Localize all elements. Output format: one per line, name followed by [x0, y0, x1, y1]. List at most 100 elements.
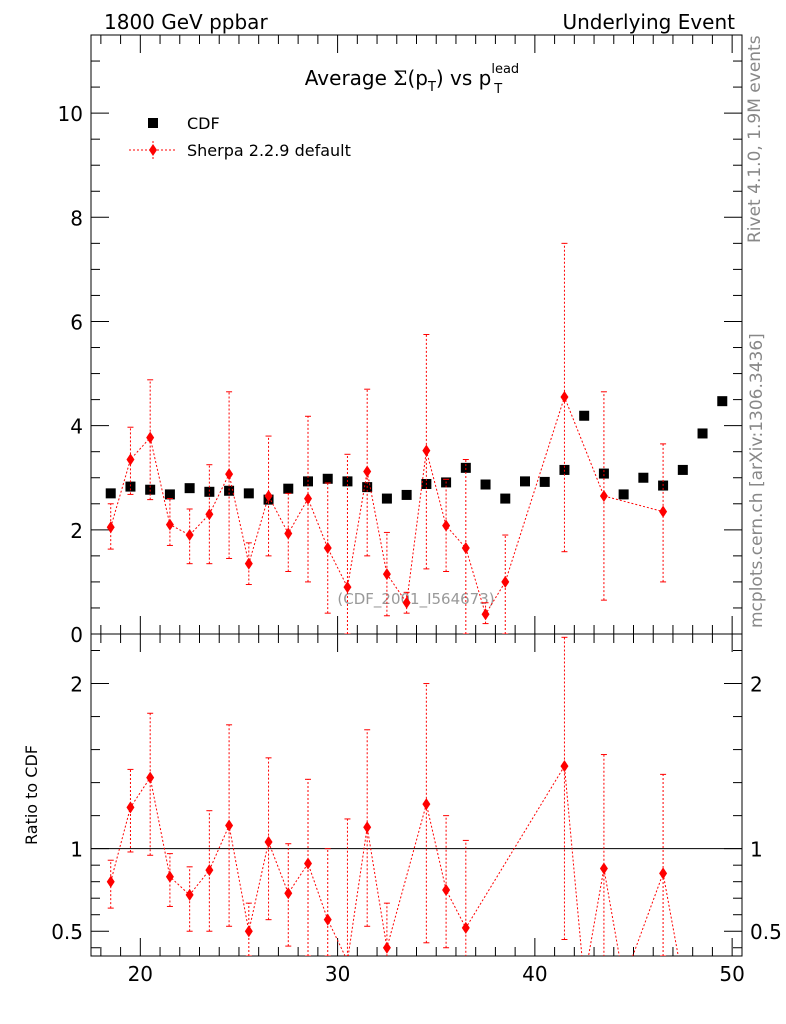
cdf-data-point [579, 410, 590, 421]
sherpa-point [402, 596, 411, 609]
ratio-point [126, 801, 135, 814]
ratio-point [442, 883, 451, 896]
ratio-point [185, 888, 194, 901]
ratio-y-ticks: 0.5 0.5 1 1 2 2 [51, 650, 782, 949]
ratio-tick-label-right: 0.5 [750, 920, 782, 944]
y-tick-label: 8 [70, 206, 83, 230]
sherpa-point [363, 465, 372, 478]
ratio-point [205, 864, 214, 877]
cdf-data-point [125, 481, 136, 492]
ratio-tick-label-right: 1 [750, 838, 763, 862]
sherpa-point [304, 492, 312, 505]
y-tick-label: 2 [70, 519, 83, 543]
ratio-point [580, 975, 588, 987]
x-tick-label: 30 [325, 962, 350, 986]
sherpa-point [146, 431, 155, 444]
ratio-point [165, 870, 174, 883]
cdf-data-point [697, 428, 708, 439]
main-plot-area [105, 242, 728, 634]
ratio-point [363, 821, 372, 834]
rivet-version-label: Rivet 4.1.0, 1.9M events [745, 35, 765, 243]
x-tick-label: 20 [128, 962, 153, 986]
cdf-data-point [204, 486, 215, 497]
sherpa-point [244, 557, 253, 570]
ratio-line [110, 764, 679, 956]
sherpa-point [442, 519, 451, 532]
cdf-data-point [164, 489, 175, 500]
sherpa-point [659, 505, 668, 518]
sherpa-point [284, 527, 293, 540]
sherpa-point [205, 508, 214, 521]
ratio-point [225, 819, 234, 832]
cdf-data-point [105, 488, 116, 499]
ratio-point [679, 975, 687, 987]
sherpa-point [501, 575, 510, 588]
ratio-tick-label: 1 [70, 838, 83, 862]
cdf-data-point [184, 483, 195, 494]
ratio-point [146, 771, 155, 784]
x-tick-label: 40 [522, 962, 547, 986]
cdf-data-point [598, 468, 609, 479]
main-y-ticks: 0 2 4 6 8 10 [58, 60, 742, 647]
sherpa-point [422, 444, 431, 457]
ratio-tick-label-right: 2 [750, 673, 763, 697]
ratio-point [284, 887, 293, 900]
sherpa-point [560, 391, 569, 404]
analysis-watermark: (CDF_2001_I564673) [337, 590, 494, 609]
ratio-point [560, 760, 569, 773]
sherpa-point [382, 568, 391, 581]
sherpa-point [225, 468, 234, 481]
ratio-point [620, 975, 628, 987]
sherpa-point [185, 529, 194, 542]
ratio-y-label: Ratio to CDF [22, 745, 41, 845]
legend-mc-marker [149, 144, 157, 156]
x-tick-label: 50 [719, 962, 744, 986]
ratio-tick-label: 0.5 [51, 920, 83, 944]
sherpa-point [323, 542, 332, 555]
ratio-point [599, 862, 608, 875]
cdf-data-point [677, 464, 688, 475]
ratio-plot-area [106, 636, 687, 987]
ratio-point [304, 857, 312, 870]
ratio-tick-label: 2 [70, 673, 83, 697]
ratio-point [659, 867, 668, 880]
y-tick-label: 4 [70, 415, 83, 439]
sherpa-point [126, 453, 135, 466]
ratio-point [244, 925, 253, 938]
sherpa-point [264, 489, 273, 502]
cdf-data-point [283, 483, 294, 494]
cdf-data-point [638, 472, 649, 483]
legend-mc-label: Sherpa 2.2.9 default [187, 141, 351, 160]
ratio-point [346, 954, 349, 956]
sherpa-point [165, 518, 174, 531]
ratio-point [422, 798, 431, 811]
ratio-point [323, 913, 332, 926]
sherpa-point [343, 581, 352, 594]
header-left: 1800 GeV ppbar [104, 10, 268, 34]
cdf-data-point [539, 476, 550, 487]
mcplots-source-label: mcplots.cern.ch [arXiv:1306.3436] [747, 333, 767, 628]
sherpa-line [110, 395, 664, 616]
header-right: Underlying Event [562, 10, 735, 34]
cdf-data-point [717, 396, 728, 407]
cdf-data-point [224, 485, 235, 496]
cdf-data-point [480, 479, 491, 490]
y-tick-label: 0 [70, 623, 83, 647]
sherpa-point [481, 608, 490, 621]
cdf-data-point [401, 489, 412, 500]
x-ticks: 20 30 40 50 [100, 35, 745, 986]
chart-title: Average Σ(pT) vs plead T [305, 62, 519, 97]
ratio-point [106, 875, 115, 888]
cdf-data-point [322, 473, 333, 484]
legend-data-label: CDF [187, 114, 220, 133]
cdf-data-point [520, 476, 530, 487]
y-tick-label: 10 [58, 102, 83, 126]
y-tick-label: 6 [70, 310, 83, 334]
legend-data-marker [148, 118, 158, 128]
cdf-data-point [381, 493, 392, 504]
cdf-data-point [460, 462, 471, 473]
ratio-point [264, 836, 273, 849]
cdf-data-point [243, 488, 254, 499]
ratio-point [461, 921, 470, 934]
